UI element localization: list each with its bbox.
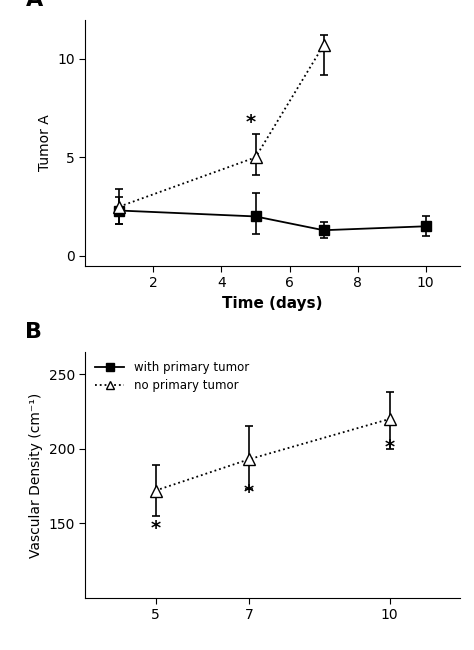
Text: *: * xyxy=(244,483,254,502)
Text: *: * xyxy=(246,113,255,132)
Legend: with primary tumor, no primary tumor: with primary tumor, no primary tumor xyxy=(91,358,253,396)
Y-axis label: Tumor A: Tumor A xyxy=(38,114,52,171)
Text: A: A xyxy=(26,0,43,10)
Text: *: * xyxy=(150,519,161,538)
Text: B: B xyxy=(26,322,42,342)
Text: *: * xyxy=(384,438,395,458)
Y-axis label: Vascular Density (cm⁻¹): Vascular Density (cm⁻¹) xyxy=(29,393,43,558)
X-axis label: Time (days): Time (days) xyxy=(222,296,323,311)
